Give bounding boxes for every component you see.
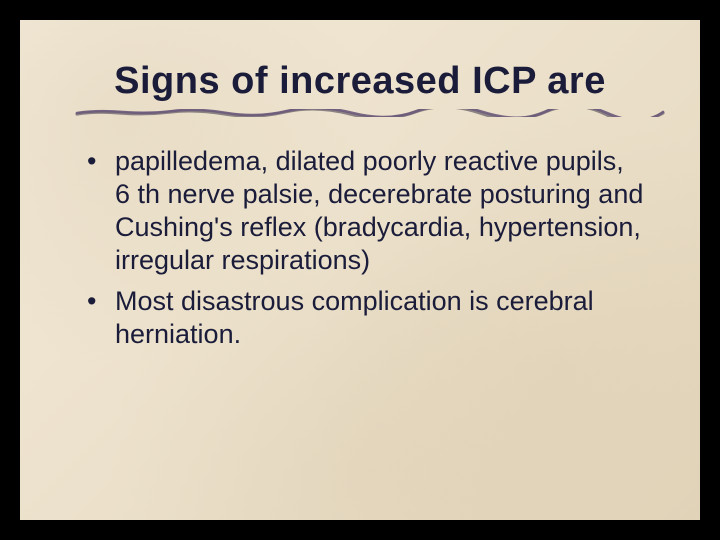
slide: Signs of increased ICP are papilledema, …	[20, 20, 700, 520]
slide-title: Signs of increased ICP are	[75, 60, 645, 103]
title-underline	[75, 109, 665, 117]
bullet-item: Most disastrous complication is cerebral…	[85, 285, 645, 351]
bullet-item: papilledema, dilated poorly reactive pup…	[85, 145, 645, 277]
bullet-list: papilledema, dilated poorly reactive pup…	[75, 145, 645, 351]
